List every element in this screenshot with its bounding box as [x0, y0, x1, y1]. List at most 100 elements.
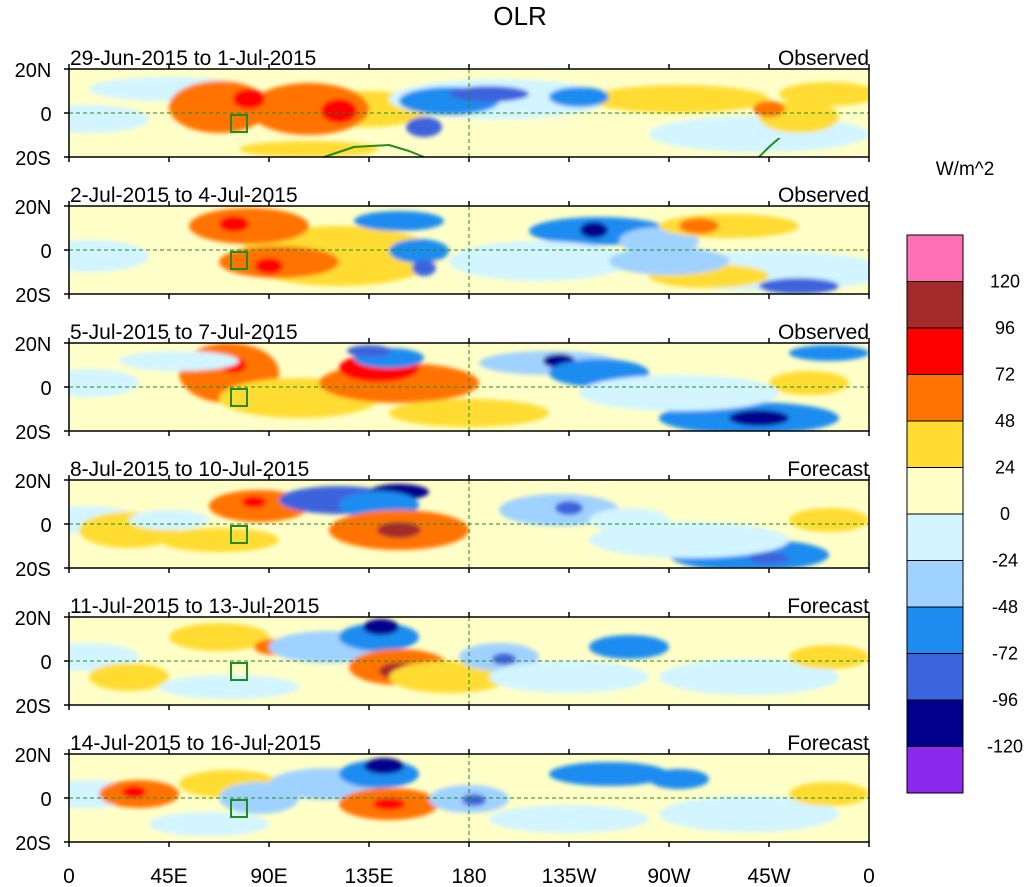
colorbar-units-label: W/m^2 [936, 159, 995, 180]
map-panel: 20N 0 20S 11-Jul-2015 to 13-Jul-2015 Forecas… [15, 595, 870, 718]
anomaly-blob [69, 240, 149, 272]
panel-kind-label: Forecast [787, 595, 869, 618]
coastline [323, 144, 425, 158]
lat-label: 20S [15, 833, 51, 855]
map-panel: 20N 0 20S 29-Jun-2015 to 1-Jul-2015 Observed [15, 47, 870, 170]
panel-period-label: 29-Jun-2015 to 1-Jul-2015 [70, 47, 316, 70]
lon-label: 90E [250, 865, 287, 887]
lat-label: 0 [40, 515, 51, 537]
colorbar-label: 96 [995, 318, 1015, 338]
map-panel: 20N 0 20S 2-Jul-2015 to 4-Jul-2015 Observed [15, 184, 870, 307]
lon-label: 90W [647, 865, 690, 887]
anomaly-blob [589, 522, 789, 558]
anomaly-blob [242, 496, 266, 508]
anomaly-blob [377, 522, 421, 538]
anomaly-blob [649, 769, 709, 789]
colorbar: 120 96 72 48 24 0 -24 -48 -72 -96 -120 [906, 234, 1023, 794]
panel-period-label: 11-Jul-2015 to 13-Jul-2015 [70, 595, 319, 618]
panel-kind-label: Forecast [787, 458, 869, 481]
map-panel: 20N 0 20S 5-Jul-2015 to 7-Jul-2015 Observed [15, 321, 870, 444]
lon-label: 180 [451, 865, 486, 887]
panel-kind-label: Observed [778, 47, 869, 70]
index-box [230, 525, 248, 544]
anomaly-blob [659, 796, 839, 832]
anomaly-blob [449, 241, 629, 281]
anomaly-blob [339, 623, 419, 651]
anomaly-blob [169, 623, 269, 651]
anomaly-field [69, 619, 869, 699]
anomaly-blob [149, 812, 269, 836]
anomaly-blob [239, 141, 379, 157]
anomaly-blob [789, 645, 869, 669]
panel-kind-label: Observed [778, 184, 869, 207]
anomaly-blob [579, 375, 779, 411]
anomaly-blob [412, 260, 436, 276]
colorbar-label: -96 [992, 690, 1018, 710]
panel-kind-label: Observed [778, 321, 869, 344]
colorbar-segment [906, 374, 964, 422]
index-box [230, 114, 248, 133]
anomaly-blob [769, 371, 849, 395]
anomaly-blob [406, 117, 442, 137]
anomaly-blob [729, 410, 789, 426]
anomaly-blob [789, 345, 869, 361]
lat-label: 0 [40, 378, 51, 400]
anomaly-blob [89, 663, 169, 691]
panel-kind-label: Forecast [787, 732, 869, 755]
anomaly-blob [69, 369, 139, 397]
colorbar-label: -24 [992, 551, 1018, 571]
anomaly-blob [492, 653, 516, 665]
coastline [758, 138, 781, 158]
anomaly-blob [122, 786, 146, 798]
anomaly-blob [753, 101, 785, 117]
index-box [230, 388, 248, 407]
lon-label: 135W [542, 865, 597, 887]
anomaly-blob [219, 216, 249, 232]
anomaly-blob [789, 782, 869, 806]
panel-period-label: 5-Jul-2015 to 7-Jul-2015 [70, 321, 298, 344]
lon-label: 0 [863, 865, 875, 887]
colorbar-segment [906, 699, 964, 747]
anomaly-field [69, 343, 869, 431]
colorbar-label: 0 [1000, 504, 1010, 524]
anomaly-blob [364, 758, 404, 774]
colorbar-label: 24 [995, 458, 1015, 478]
anomaly-blob [189, 208, 309, 244]
panel-period-label: 2-Jul-2015 to 4-Jul-2015 [70, 184, 298, 207]
colorbar-label: 48 [995, 411, 1015, 431]
anomaly-blob [119, 351, 239, 371]
anomaly-blob [449, 86, 529, 102]
anomaly-blob [580, 222, 608, 238]
anomaly-blob [489, 805, 649, 833]
colorbar-segment [906, 420, 964, 468]
lat-label: 0 [40, 652, 51, 674]
colorbar-label: -72 [992, 644, 1018, 664]
lat-label: 20S [15, 696, 51, 718]
longitude-axis: 0 45E 90E 135E 180 135W 90W 45W 0 [63, 865, 875, 887]
colorbar-segment [906, 327, 964, 375]
anomaly-blob [129, 510, 209, 530]
lat-label: 20S [15, 559, 51, 581]
anomaly-blob [789, 508, 869, 532]
anomaly-field [69, 77, 869, 157]
map-panel: 20N 0 20S 8-Jul-2015 to 10-Jul-2015 Forecast [15, 458, 870, 581]
anomaly-blob [589, 85, 769, 113]
lat-label: 20N [15, 608, 52, 630]
anomaly-blob [69, 105, 149, 133]
anomaly-blob [679, 218, 719, 234]
lat-label: 20N [15, 471, 52, 493]
colorbar-segment [906, 653, 964, 701]
anomaly-field [69, 484, 869, 568]
anomaly-blob [159, 528, 279, 552]
anomaly-blob [347, 345, 391, 357]
anomaly-blob [549, 762, 669, 786]
map-panels: 20N 0 20S 29-Jun-2015 to 1-Jul-2015 Observed… [15, 47, 870, 855]
figure-title: OLR [493, 1, 546, 31]
colorbar-label: -120 [987, 737, 1023, 757]
colorbar-segment [906, 513, 964, 561]
colorbar-segment [906, 467, 964, 515]
index-box [230, 251, 248, 270]
anomaly-blob [321, 99, 357, 123]
lat-label: 20S [15, 148, 51, 170]
anomaly-blob [609, 247, 729, 275]
